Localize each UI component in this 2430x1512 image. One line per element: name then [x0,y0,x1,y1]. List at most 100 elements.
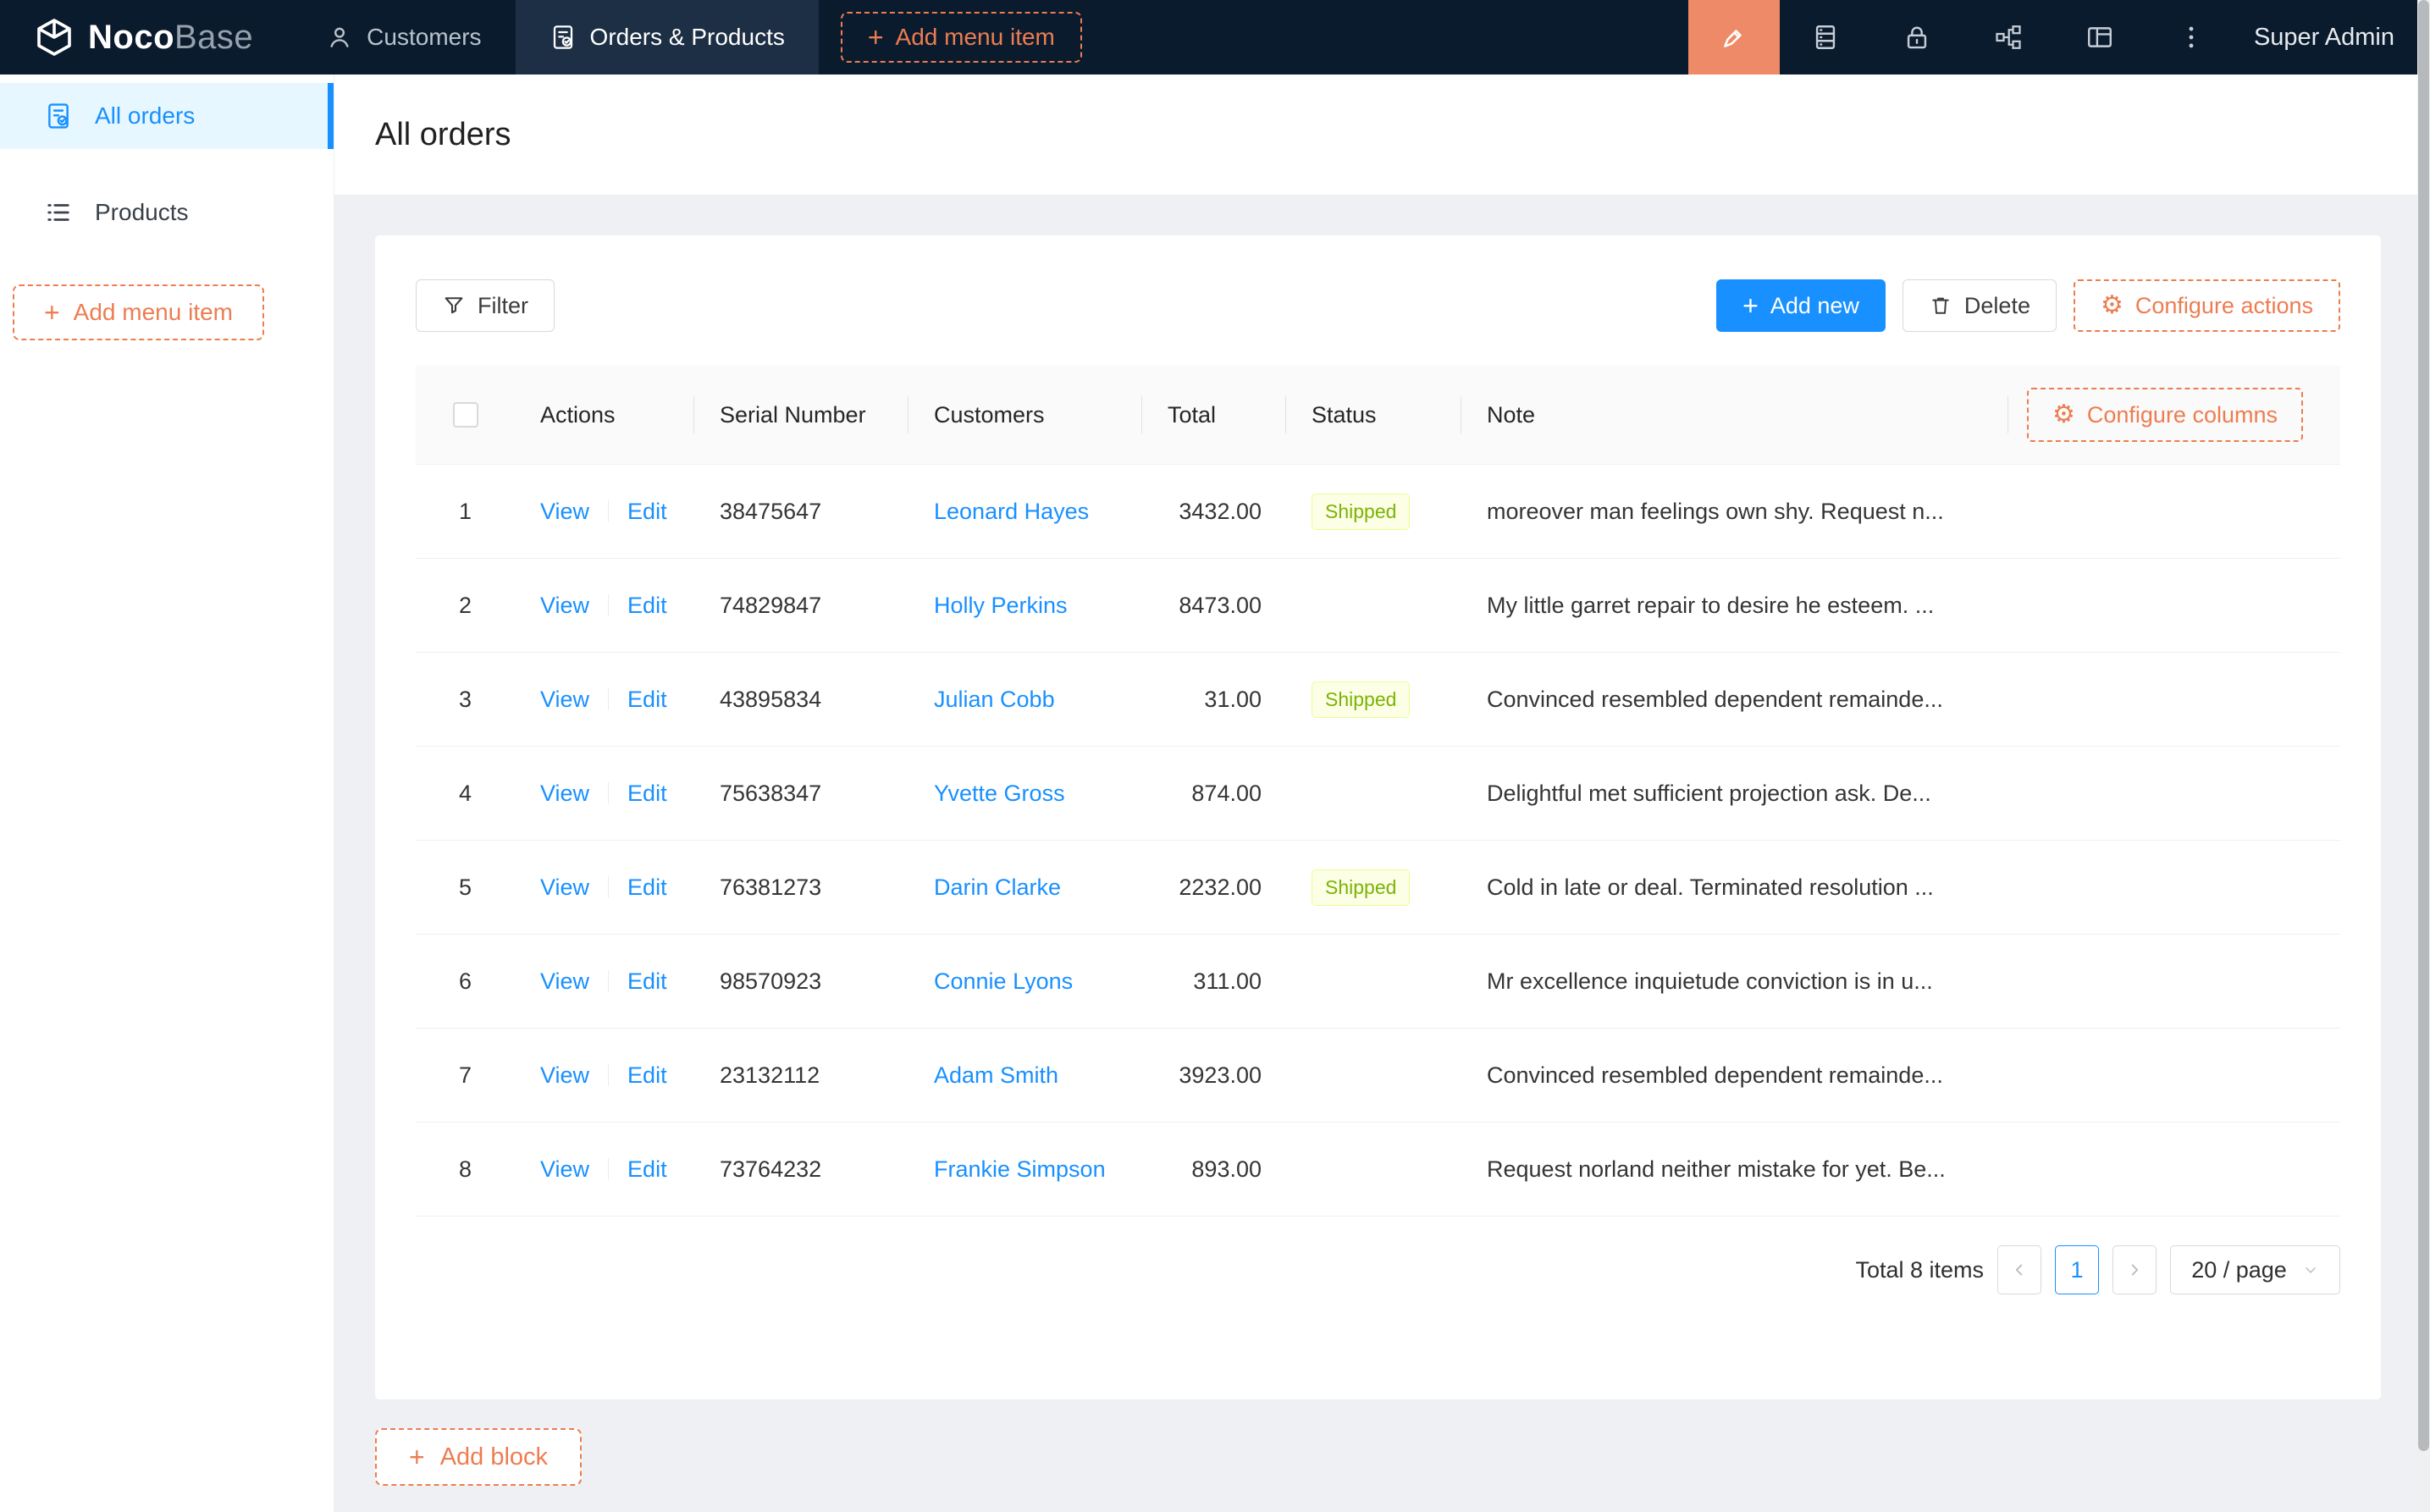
customer-link[interactable]: Darin Clarke [934,874,1062,900]
configure-actions-button[interactable]: ⚙ Configure actions [2073,279,2340,332]
sidebar-item-products[interactable]: Products [0,179,334,246]
edit-link[interactable]: Edit [627,968,667,994]
note-cell: Convinced resembled dependent remainde..… [1487,1062,1943,1088]
nav-spacer [1082,0,1688,74]
edit-link[interactable]: Edit [627,498,667,524]
row-index: 2 [458,592,472,618]
sidebar-add-menu-item-button[interactable]: + Add menu item [13,284,264,340]
note-cell: Mr excellence inquietude conviction is i… [1487,968,1933,994]
next-page-button[interactable] [2112,1245,2157,1294]
user-menu[interactable]: Super Admin [2253,23,2394,51]
action-divider [608,1064,610,1086]
note-cell: My little garret repair to desire he est… [1487,592,1935,618]
view-link[interactable]: View [540,968,590,994]
more-menu-button[interactable] [2146,0,2237,74]
edit-link[interactable]: Edit [627,874,667,900]
ui-editor-button[interactable] [1687,0,1780,74]
view-link[interactable]: View [540,1062,590,1088]
column-header-actions: Actions [515,366,694,464]
column-header-total: Total [1142,366,1286,464]
configure-columns-button[interactable]: ⚙ Configure columns [2026,388,2303,442]
plus-icon: + [43,297,60,328]
orders-table-card: Filter + Add new [375,235,2381,1399]
customer-link[interactable]: Connie Lyons [934,968,1074,994]
edit-link[interactable]: Edit [627,1062,667,1088]
nav-tab-orders-products[interactable]: Orders & Products [515,0,819,74]
nav-tab-customers[interactable]: Customers [292,0,515,74]
row-index: 4 [458,780,472,806]
vertical-ellipsis-icon [2189,26,2194,48]
previous-page-button[interactable] [1997,1245,2041,1294]
row-index: 3 [458,686,472,712]
customer-link[interactable]: Yvette Gross [934,780,1065,806]
nav-tab-label: Orders & Products [589,24,785,50]
customer-link[interactable]: Adam Smith [934,1062,1059,1088]
row-actions: View Edit [515,593,694,619]
view-link[interactable]: View [540,780,590,806]
column-header-customers: Customers [908,366,1142,464]
scrollbar-track[interactable] [2417,0,2430,1512]
status-badge: Shipped [1312,493,1411,530]
table-row: 7 View Edit 23132112 Adam Smith 3923.00 … [416,1029,2340,1123]
total-cell: 31.00 [1204,686,1262,712]
view-link[interactable]: View [540,1156,590,1182]
person-icon [330,27,349,47]
view-link[interactable]: View [540,498,590,524]
sidebar-item-all-orders[interactable]: All orders [0,83,334,149]
status-cell: Shipped [1286,681,1461,718]
page-size-select[interactable]: 20 / page [2170,1245,2340,1294]
filter-button[interactable]: Filter [416,279,555,332]
highlighter-icon [1724,30,1742,47]
permissions-button[interactable] [1871,0,1963,74]
action-divider [608,500,610,522]
row-actions: View Edit [515,781,694,807]
sidebar: All orders Products + Add menu item [0,74,334,1512]
scrollbar-thumb[interactable] [2418,0,2429,1451]
layout-button[interactable] [2054,0,2146,74]
add-block-button[interactable]: + Add block [375,1428,583,1486]
action-divider [608,1158,610,1180]
action-divider [608,970,610,992]
customer-link[interactable]: Leonard Hayes [934,498,1090,524]
view-link[interactable]: View [540,874,590,900]
row-actions: View Edit [515,875,694,901]
nocobase-logo-icon [37,19,71,56]
layout-icon [2087,27,2112,47]
action-divider [608,594,610,616]
serial-number-cell: 74829847 [720,592,822,618]
nav-add-menu-item-button[interactable]: + Add menu item [840,12,1082,63]
column-header-serial-number: Serial Number [694,366,908,464]
edit-link[interactable]: Edit [627,686,667,712]
logo-text: NocoBase [88,18,254,56]
delete-button[interactable]: Delete [1902,279,2057,332]
page-header: All orders [334,74,2430,195]
serial-number-cell: 76381273 [720,874,822,900]
note-cell: Convinced resembled dependent remainde..… [1487,686,1943,712]
add-new-button[interactable]: + Add new [1716,279,1886,332]
lock-icon [1907,26,1927,49]
view-link[interactable]: View [540,592,590,618]
row-actions: View Edit [515,968,694,995]
row-actions: View Edit [515,1156,694,1183]
column-header-note: Note [1461,366,2008,464]
header-checkbox-cell [416,366,515,464]
workflow-button[interactable] [1963,0,2054,74]
status-badge: Shipped [1312,869,1411,906]
row-index: 7 [458,1062,472,1088]
edit-link[interactable]: Edit [627,592,667,618]
select-all-checkbox[interactable] [452,402,478,428]
collections-button[interactable] [1780,0,1871,74]
customer-link[interactable]: Julian Cobb [934,686,1055,712]
customer-link[interactable]: Frankie Simpson [934,1156,1106,1182]
edit-link[interactable]: Edit [627,1156,667,1182]
total-cell: 874.00 [1191,780,1262,806]
table-row: 2 View Edit 74829847 Holly Perkins 8473.… [416,559,2340,653]
edit-link[interactable]: Edit [627,780,667,806]
total-cell: 893.00 [1191,1156,1262,1182]
serial-number-cell: 43895834 [720,686,822,712]
page-1-button[interactable]: 1 [2055,1245,2099,1294]
view-link[interactable]: View [540,686,590,712]
pagination-total: Total 8 items [1855,1256,1984,1283]
nocobase-logo[interactable]: NocoBase [0,0,292,74]
customer-link[interactable]: Holly Perkins [934,592,1068,618]
